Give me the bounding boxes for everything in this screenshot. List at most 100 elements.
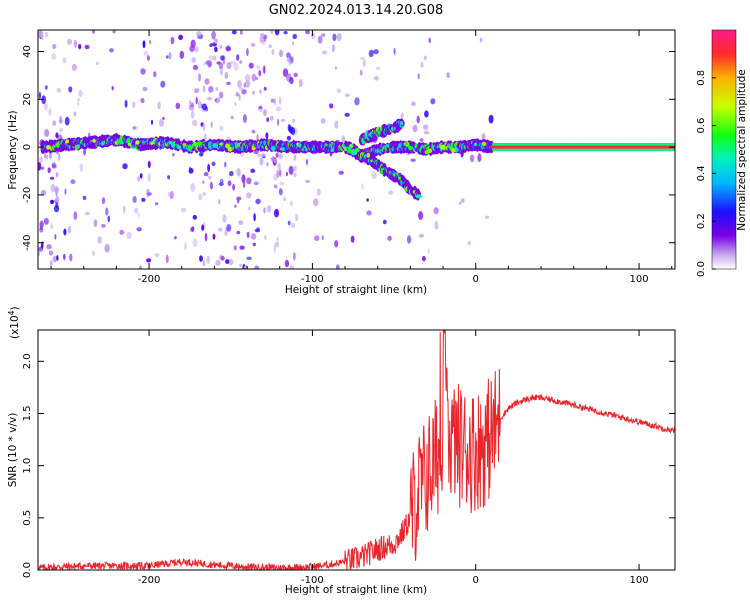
noise-speckle [52, 43, 57, 50]
noise-speckle [224, 161, 227, 168]
noise-speckle [266, 117, 270, 122]
noise-speckle [50, 183, 55, 193]
noise-speckle [62, 57, 67, 64]
noise-speckle [239, 60, 243, 64]
noise-speckle [189, 226, 195, 233]
noise-speckle [366, 198, 369, 202]
noise-speckle [359, 69, 363, 76]
noise-speckle [202, 85, 206, 93]
snr-scale-factor: (x104) [7, 306, 21, 339]
noise-speckle [202, 191, 207, 197]
noise-speckle [295, 213, 299, 222]
noise-speckle [292, 41, 294, 46]
noise-speckle [112, 30, 116, 34]
noise-speckle [230, 60, 236, 65]
noise-speckle [64, 116, 70, 126]
noise-speckle [209, 181, 213, 190]
noise-speckle [64, 188, 67, 195]
snr-ylabel: SNR (10 * v/v) [7, 413, 19, 488]
noise-speckle [235, 168, 241, 176]
track-hotspot [230, 147, 234, 151]
track-hotspot [212, 143, 218, 148]
noise-speckle [299, 78, 303, 88]
noise-speckle [136, 227, 142, 232]
noise-speckle [55, 132, 59, 139]
noise-speckle [73, 211, 78, 221]
noise-speckle [55, 195, 60, 203]
spectrogram-frame [37, 29, 676, 270]
noise-speckle [277, 118, 280, 127]
noise-speckle [151, 119, 153, 125]
track-hotspot [92, 139, 96, 143]
noise-speckle [38, 162, 42, 171]
noise-speckle [376, 66, 381, 70]
x-tick-label: -100 [301, 575, 324, 586]
noise-speckle [59, 128, 63, 132]
noise-speckle [427, 248, 430, 254]
track-hotspot [76, 144, 81, 148]
noise-speckle [68, 86, 73, 93]
noise-speckle [205, 60, 211, 65]
noise-speckle [38, 30, 44, 38]
noise-speckle [201, 103, 208, 111]
noise-speckle [289, 77, 294, 85]
y-tick-label: 40 [22, 45, 33, 58]
noise-speckle [123, 205, 126, 214]
noise-speckle [373, 49, 379, 55]
track-hotspot [187, 144, 193, 149]
noise-speckle [101, 224, 106, 228]
noise-speckle [82, 195, 87, 200]
noise-speckle [50, 53, 57, 60]
noise-speckle [52, 255, 58, 263]
noise-speckle [263, 65, 266, 74]
noise-speckle [278, 96, 282, 105]
noise-speckle [484, 215, 490, 219]
noise-speckle [252, 90, 255, 95]
noise-speckle [219, 45, 223, 49]
noise-speckle [334, 66, 337, 70]
noise-speckle [54, 186, 59, 193]
noise-speckle [204, 78, 210, 85]
noise-speckle [43, 102, 48, 111]
noise-speckle [44, 31, 49, 38]
noise-speckle [279, 181, 285, 186]
noise-speckle [335, 264, 340, 269]
stable-band-core [492, 145, 675, 149]
figure-title: GN02.2024.013.14.20.G08 [269, 3, 444, 18]
colorbar-tick-label: 0.4 [696, 165, 707, 181]
noise-speckle [338, 170, 344, 175]
noise-speckle [283, 30, 288, 35]
y-tick-label: 1.0 [22, 458, 33, 474]
noise-speckle [274, 208, 279, 218]
noise-speckle [382, 219, 387, 225]
noise-speckle [287, 124, 292, 132]
noise-speckle [192, 119, 198, 127]
track-hotspot [424, 149, 429, 155]
noise-speckle [219, 67, 223, 76]
noise-speckle [344, 112, 351, 117]
noise-speckle [273, 184, 278, 189]
noise-speckle [273, 245, 276, 253]
noise-speckle [63, 253, 66, 261]
noise-speckle [360, 57, 366, 60]
noise-speckle [423, 124, 429, 130]
colorbar: 0.0 0.2 0.4 0.6 0.8 Normalized spectral ampl… [696, 29, 748, 277]
x-tick-label: -200 [138, 274, 161, 285]
noise-speckle [313, 199, 316, 204]
noise-speckle [83, 148, 86, 156]
track-hotspot [100, 141, 105, 146]
track-hotspot [182, 143, 187, 147]
colorbar-label: Normalized spectral amplitude [736, 69, 748, 230]
snr-scale-factor-text: (x104) [7, 306, 21, 339]
track-hotspot [234, 145, 238, 149]
noise-speckle [215, 259, 221, 266]
track-hotspot [270, 146, 276, 151]
noise-speckle [271, 156, 275, 163]
noise-speckle [421, 255, 426, 262]
noise-speckle [252, 242, 256, 247]
noise-speckle [276, 236, 279, 243]
x-tick-label: 0 [473, 274, 479, 285]
noise-speckle [155, 202, 159, 206]
noise-speckle [179, 50, 185, 60]
snr-scale-close: ) [9, 306, 21, 310]
